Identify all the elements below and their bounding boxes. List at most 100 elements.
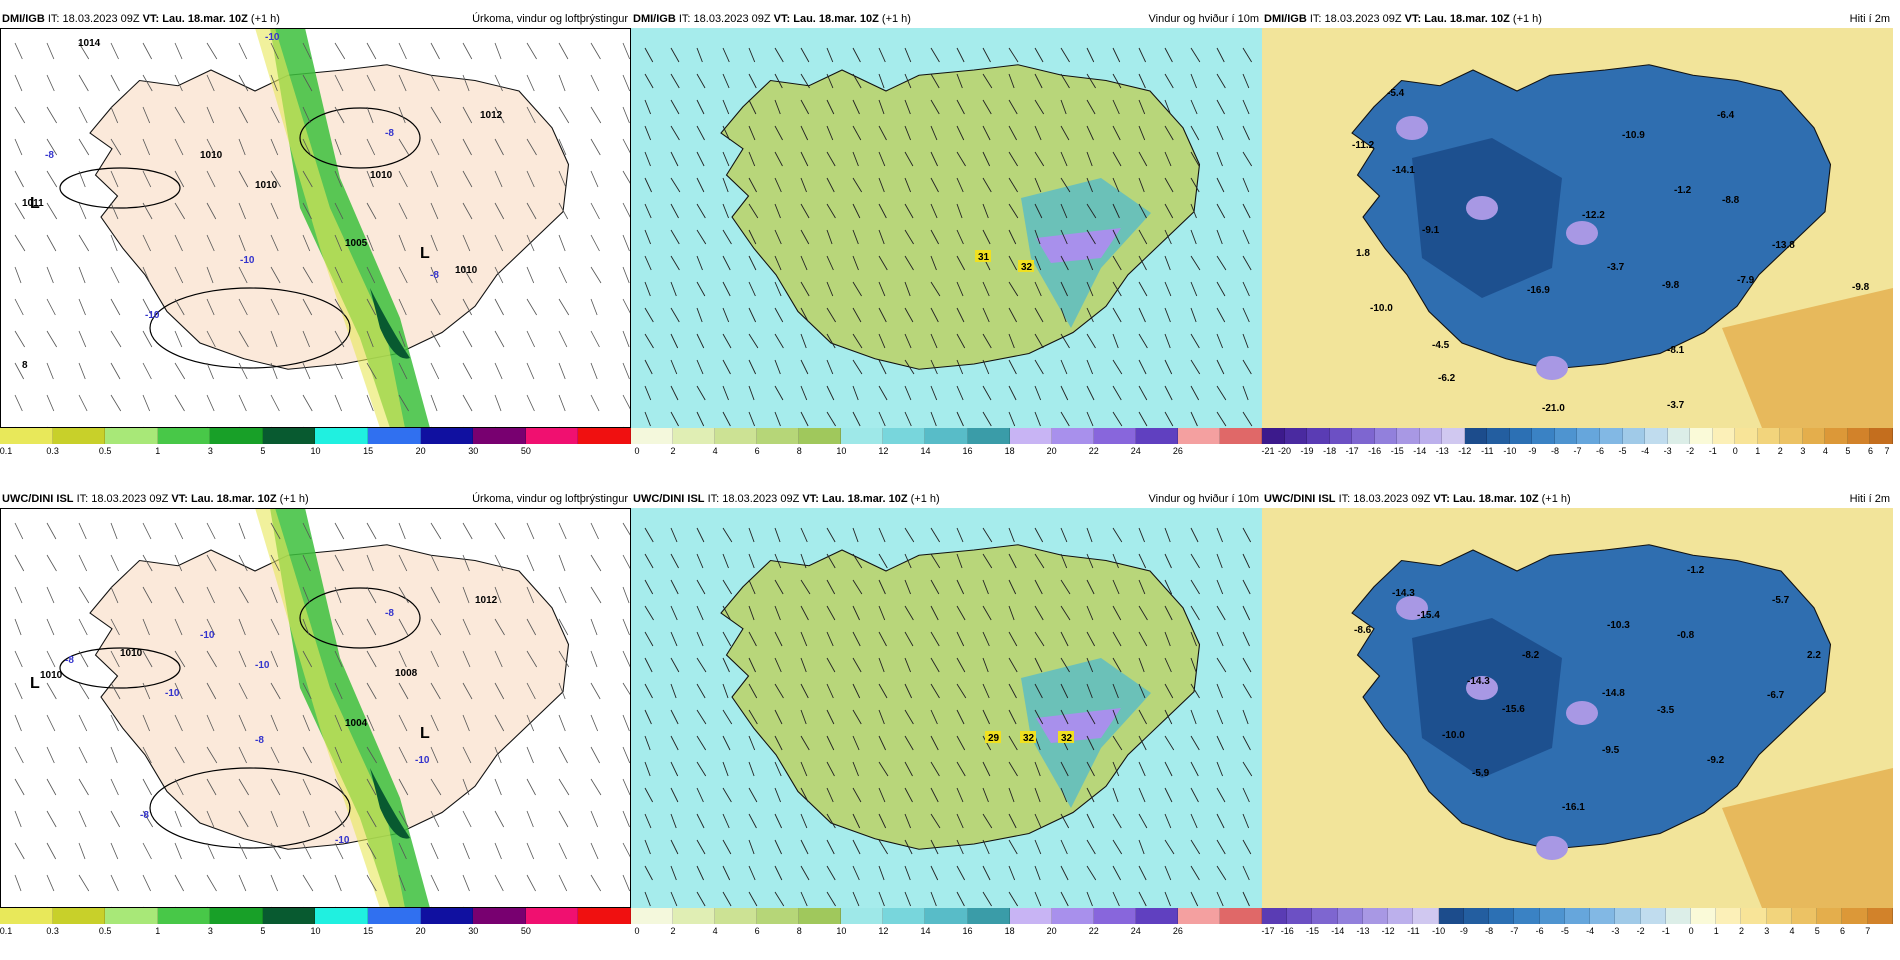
run-info: DMI/IGB IT: 18.03.2023 09Z VT: Lau. 18.m…	[2, 10, 280, 28]
wind-barb	[462, 202, 473, 220]
colorbar-tick-label: -10	[1432, 926, 1446, 936]
wind-arrow	[1086, 605, 1094, 621]
wind-arrow	[644, 307, 654, 323]
precip-band-light	[255, 28, 405, 428]
wind-arrow	[852, 203, 861, 219]
wind-barb	[558, 362, 566, 380]
wind-arrow	[826, 891, 836, 907]
wind-barb	[622, 874, 631, 892]
wind-arrow	[904, 709, 914, 725]
wind-arrow	[1034, 891, 1042, 907]
wind-barb	[366, 202, 377, 220]
wind-arrow	[644, 203, 652, 219]
wind-arrow	[644, 125, 652, 141]
map-view[interactable]: -1.2 -14.3 -5.7 -15.4 -8.6 -10.3 -8.2 -0.8 2.2 -1…	[1262, 508, 1893, 908]
wind-barb	[142, 330, 153, 348]
wind-arrow	[1138, 735, 1147, 751]
wind-barb	[398, 810, 409, 828]
colorbar-swatch	[631, 908, 674, 924]
wind-arrow	[1060, 813, 1070, 829]
wind-barb	[270, 394, 280, 412]
wind-barb	[302, 618, 310, 636]
wind-arrow	[1060, 99, 1067, 115]
wind-arrow	[1034, 813, 1042, 829]
wind-barb	[270, 714, 279, 732]
wind-arrow	[1242, 307, 1250, 323]
wind-arrow	[644, 359, 653, 375]
wind-arrow	[1112, 99, 1120, 115]
wind-arrow	[1242, 177, 1250, 193]
map-view[interactable]: 31 32	[631, 28, 1262, 428]
wind-barb	[238, 74, 249, 92]
colorbar-tick-label: 0.5	[98, 926, 112, 936]
map-view[interactable]: -5.4 -6.4 -11.2 -10.9 -14.1 -12.2 -1.2 -8.8 -9.1…	[1262, 28, 1893, 428]
wind-arrow	[1086, 359, 1094, 375]
wind-arrow	[1190, 683, 1200, 699]
wind-arrow	[1164, 73, 1174, 89]
wind-barb	[142, 394, 151, 412]
map-view[interactable]: 29 32 32	[631, 508, 1262, 908]
wind-arrow	[852, 177, 863, 193]
wind-arrow	[800, 605, 809, 621]
colorbar-swatch	[210, 908, 263, 924]
wind-barb	[174, 138, 184, 156]
colorbar-tick-label: 16	[962, 446, 973, 456]
wind-barb	[46, 74, 55, 92]
wind-arrow	[904, 73, 912, 89]
wind-barb	[14, 106, 26, 124]
colorbar-swatches	[1262, 908, 1893, 924]
wind-arrow	[696, 813, 705, 829]
model-name: UWC/DINI ISL	[633, 493, 705, 505]
wind-arrow	[956, 579, 965, 595]
wind-arrow	[774, 813, 782, 829]
wind-arrow	[1164, 333, 1171, 349]
wind-arrow	[1138, 761, 1146, 777]
low-pressure-marker: L	[30, 195, 40, 212]
wind-arrow	[1060, 73, 1070, 89]
wind-arrow	[930, 385, 938, 401]
lead-time: (+1 h)	[1512, 13, 1542, 25]
wind-barb	[366, 266, 376, 284]
wind-arrow	[696, 47, 703, 63]
wind-arrow	[930, 657, 940, 673]
wind-arrow	[1008, 255, 1018, 271]
wind-barb	[622, 106, 630, 124]
wind-arrow	[956, 657, 966, 673]
wind-arrow	[1060, 761, 1069, 777]
wind-arrow	[800, 73, 810, 89]
wind-arrow	[1242, 761, 1253, 777]
wind-arrow	[1138, 333, 1148, 349]
wind-barb	[270, 74, 278, 92]
wind-barb	[558, 618, 569, 636]
colorbar-tick-label: 5	[1814, 926, 1820, 936]
wind-arrow	[852, 839, 861, 855]
valid-time-label: VT:	[1433, 493, 1450, 505]
wind-arrow	[1060, 281, 1068, 297]
colorbar-tick-label: 0.1	[0, 446, 13, 456]
wind-arrow	[722, 73, 730, 89]
wind-arrow	[1242, 359, 1252, 375]
wind-arrow	[1086, 385, 1095, 401]
wind-barb	[78, 138, 90, 156]
map-view[interactable]: L L 1004 1008 1010 1010 1012 -10 -10 -8 -8 -10 -8 -10…	[0, 508, 631, 908]
wind-arrow	[826, 605, 836, 621]
wind-arrow	[1216, 709, 1224, 725]
colorbar-swatch	[1645, 428, 1668, 444]
colorbar-swatch	[1665, 908, 1691, 924]
wind-arrow	[644, 709, 652, 725]
colorbar-tick-label: 0	[634, 446, 640, 456]
wind-arrow	[852, 255, 859, 271]
wind-barb	[78, 394, 88, 412]
wind-barb	[302, 42, 312, 60]
wind-barb	[46, 650, 56, 668]
wind-barb	[78, 330, 87, 348]
colorbar: 0.1 0.3 0.5 1 3 5 10 15 20 30 50	[0, 908, 631, 942]
colorbar-tick-label: -7	[1510, 926, 1519, 936]
map-view[interactable]: L L 1014 1011 1005 1012 1010 1010 1010 -10 -10 -8 -8…	[0, 28, 631, 428]
wind-arrow	[1086, 865, 1097, 881]
map-value-label: -9.1	[1422, 225, 1440, 236]
wind-barb	[622, 170, 631, 186]
wind-arrow	[800, 813, 808, 829]
wind-arrow	[982, 333, 992, 349]
wind-arrow	[904, 99, 911, 115]
